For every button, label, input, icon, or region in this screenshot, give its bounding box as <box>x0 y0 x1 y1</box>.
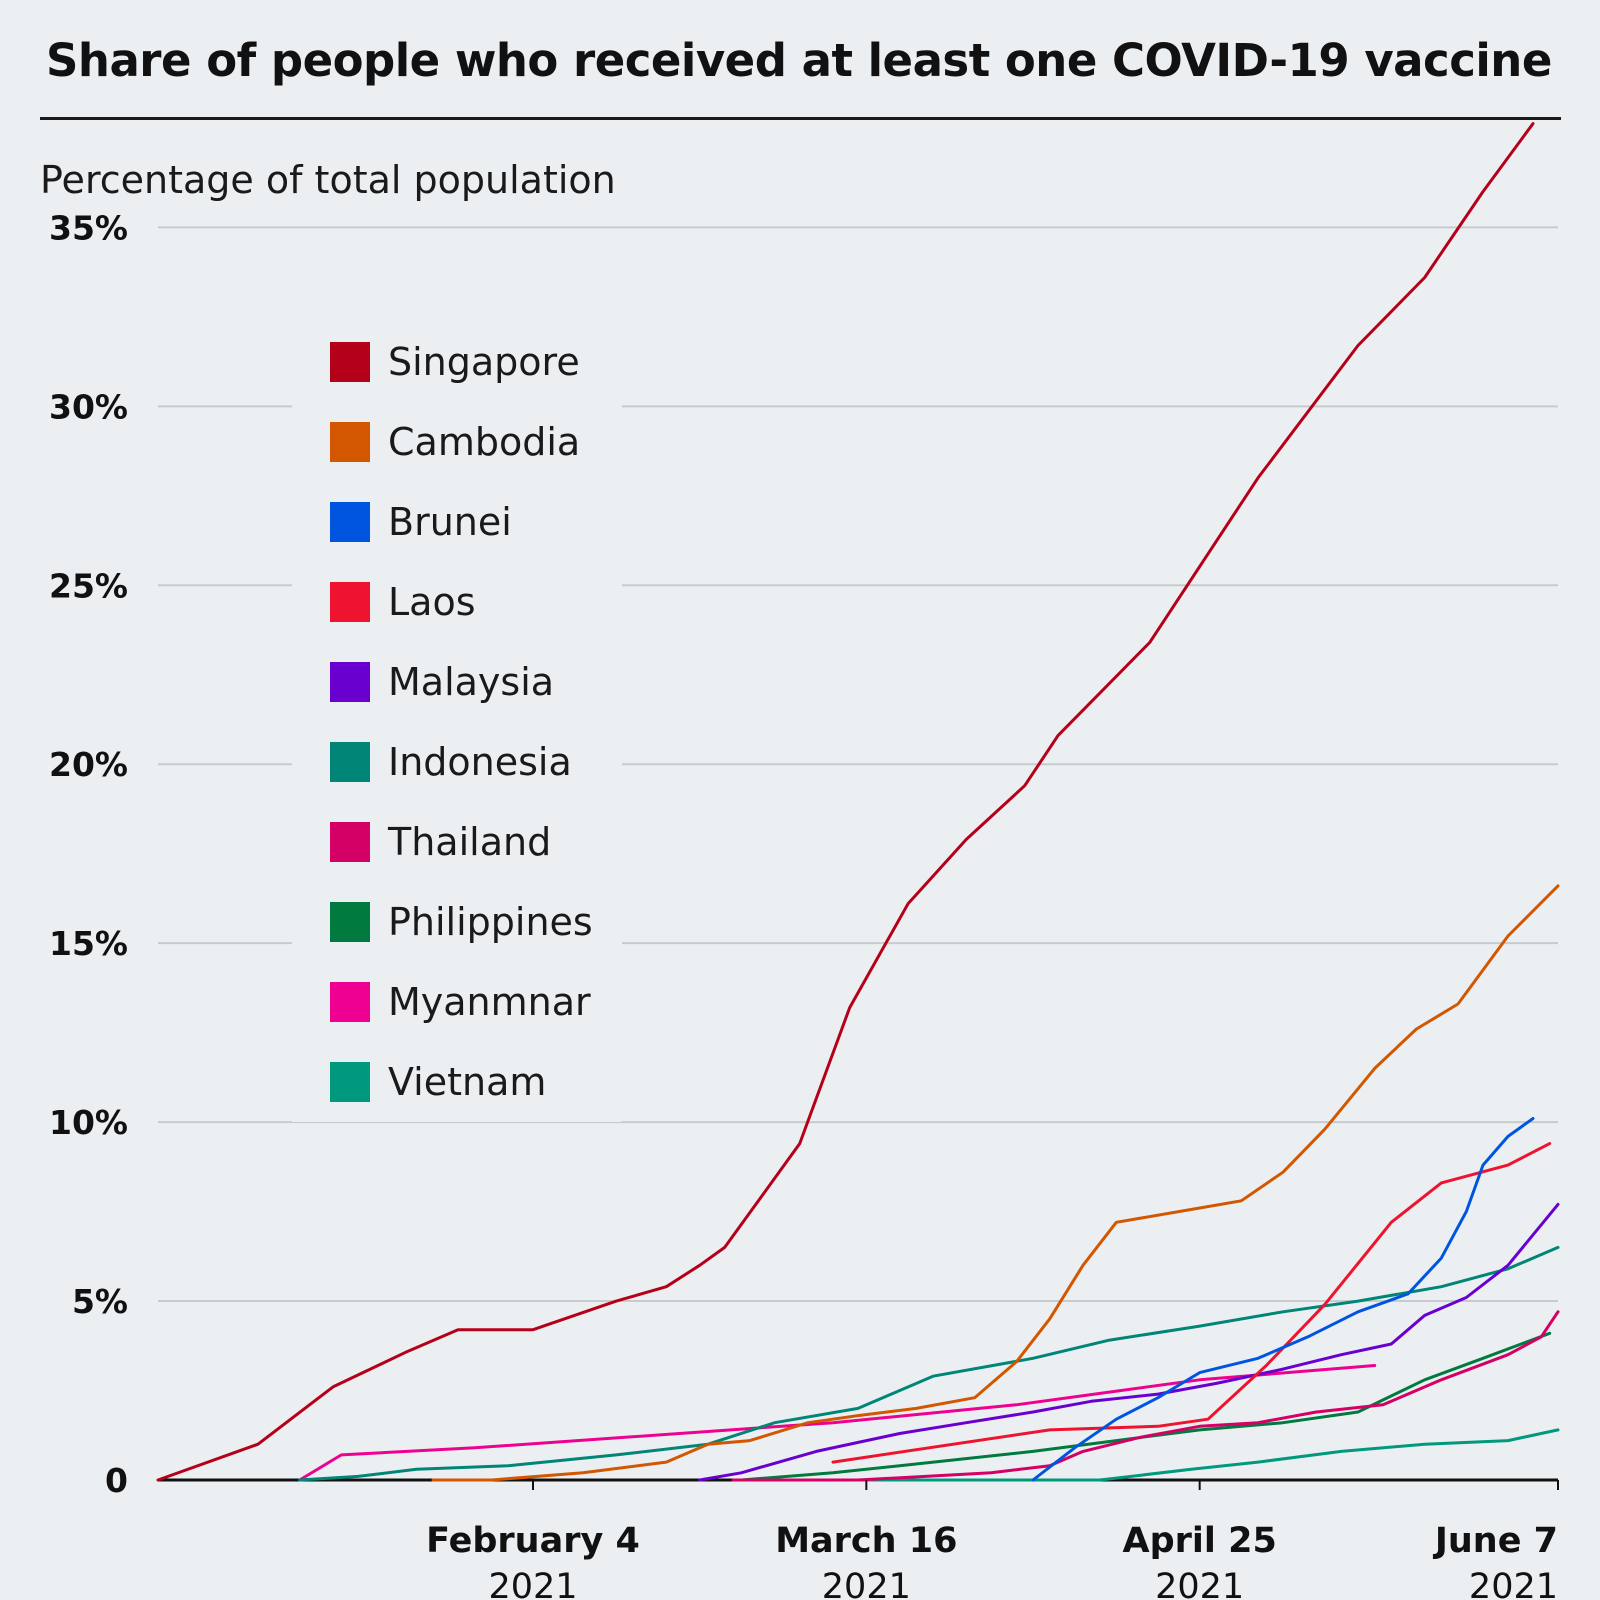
legend-label: Singapore <box>388 340 580 384</box>
y-tick-label: 25% <box>49 566 128 605</box>
series-line-myanmnar <box>298 1364 1377 1482</box>
series-line-indonesia <box>298 1245 1560 1482</box>
legend-swatch <box>330 502 370 542</box>
legend-label: Cambodia <box>388 420 581 464</box>
legend-swatch <box>330 742 370 782</box>
x-tick-year: 2021 <box>1155 1567 1244 1600</box>
y-tick-label: 30% <box>49 387 128 426</box>
legend-label: Brunei <box>388 500 512 544</box>
legend-swatch <box>330 422 370 462</box>
x-tick-year: 2021 <box>1469 1567 1558 1600</box>
title-rule <box>40 117 1561 120</box>
legend-label: Vietnam <box>388 1060 547 1104</box>
x-tick-label: March 16 <box>775 1521 957 1561</box>
series-line-thailand <box>731 1310 1560 1482</box>
y-tick-label: 5% <box>72 1282 128 1321</box>
series-lines <box>156 122 1560 1482</box>
legend-swatch <box>330 662 370 702</box>
legend-swatch <box>330 902 370 942</box>
x-tick-label: February 4 <box>426 1521 640 1561</box>
legend-item: Singapore <box>330 340 580 384</box>
y-tick-label: 35% <box>49 208 128 247</box>
legend-item: Myanmnar <box>330 980 591 1024</box>
legend-swatch <box>330 1062 370 1102</box>
x-tick-year: 2021 <box>488 1567 577 1600</box>
legend-item: Indonesia <box>330 740 572 784</box>
series-line-vietnam <box>773 1428 1560 1482</box>
series-line-singapore <box>156 122 1535 1482</box>
legend-swatch <box>330 342 370 382</box>
legend-label: Myanmnar <box>388 980 591 1024</box>
y-tick-label: 20% <box>49 745 128 784</box>
series-line-philippines <box>739 1331 1552 1482</box>
series-line-laos <box>831 1142 1552 1464</box>
series-line-brunei <box>1031 1117 1535 1482</box>
legend-item: Thailand <box>330 820 551 864</box>
legend-item: Malaysia <box>330 660 554 704</box>
series-line-malaysia <box>698 1202 1560 1482</box>
x-tick-label: April 25 <box>1123 1521 1277 1561</box>
legend: Singapore Cambodia Brunei Laos Malaysia Indon… <box>292 322 622 1122</box>
legend-item: Philippines <box>330 900 593 944</box>
y-tick-label: 10% <box>49 1103 128 1142</box>
legend-item: Brunei <box>330 500 512 544</box>
chart-title: Share of people who received at least on… <box>46 34 1552 87</box>
legend-swatch <box>330 822 370 862</box>
legend-swatch <box>330 582 370 622</box>
y-axis-label: Percentage of total population <box>40 158 616 202</box>
x-tick-year: 2021 <box>822 1567 911 1600</box>
series-line-cambodia <box>431 884 1560 1482</box>
y-axis-ticks: 0 5% 10% 15% 20% 25% 30% 35% <box>49 208 128 1500</box>
legend-label: Laos <box>388 580 476 624</box>
legend-item: Vietnam <box>330 1060 546 1104</box>
legend-label: Philippines <box>388 900 593 944</box>
y-tick-label: 15% <box>49 924 128 963</box>
legend-swatch <box>330 982 370 1022</box>
x-axis-ticks: February 4 2021 March 16 2021 April 25 2021 Ju… <box>426 1480 1559 1600</box>
x-tick-label: June 7 <box>1433 1521 1558 1561</box>
legend-item: Cambodia <box>330 420 580 464</box>
legend-label: Indonesia <box>388 740 572 784</box>
legend-item: Laos <box>330 580 476 624</box>
legend-label: Malaysia <box>388 660 555 704</box>
y-tick-label: 0 <box>105 1461 128 1500</box>
legend-label: Thailand <box>388 820 552 864</box>
